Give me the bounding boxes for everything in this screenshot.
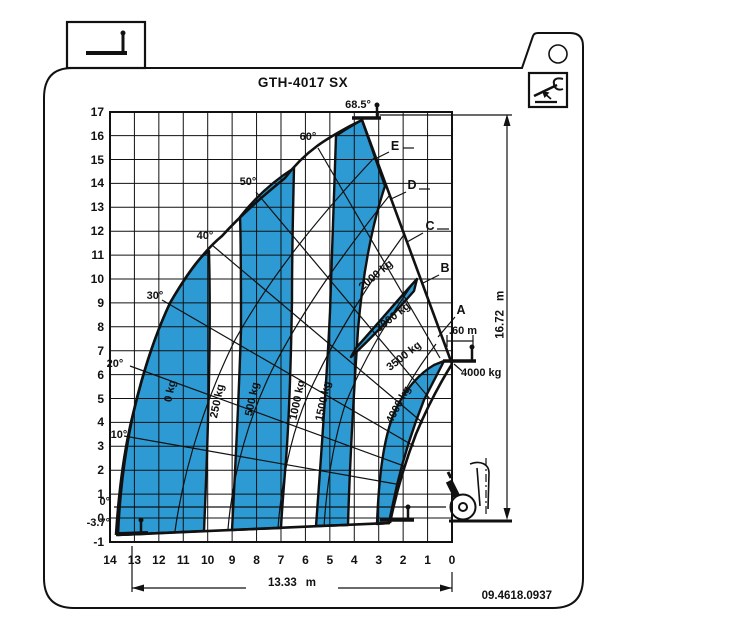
angle-label-0: 0° (99, 496, 110, 508)
pallet-fork-icon (65, 20, 147, 70)
height-dimension-value: 16.72 (494, 309, 507, 339)
angle-label-68-5: 68.5° (345, 99, 371, 111)
arc-C (277, 235, 404, 529)
angle-label-50: 50° (239, 176, 257, 188)
y-axis-label: 10 (90, 272, 104, 286)
extension-stage-arcs (174, 157, 437, 532)
x-axis-label: 12 (152, 553, 166, 567)
x-axis-label: 1 (424, 553, 431, 567)
dimension-arrows (132, 114, 511, 592)
reach-dimension: 13.33 m (246, 577, 338, 590)
x-axis-label: 11 (176, 553, 190, 567)
y-axis-label: 0 (97, 511, 104, 525)
y-axis-label: 14 (90, 176, 104, 191)
y-axis-label: 17 (90, 104, 104, 119)
stage-leaders (374, 147, 463, 372)
stage-letter-C: C (425, 219, 435, 233)
x-axis-label: 9 (228, 553, 236, 567)
arc-B (323, 277, 418, 528)
y-axis-label: 11 (91, 248, 104, 263)
angle-label-neg-3-7: -3.7° (86, 517, 110, 529)
reach-dimension-value: 13.33 (267, 577, 297, 589)
y-axis-label: 12 (90, 224, 104, 239)
y-axis-label: 8 (97, 319, 104, 334)
y-axis-label: 1 (97, 487, 104, 502)
x-axis-label: 2 (399, 553, 407, 567)
height-dimension: 16.72 m (494, 270, 507, 360)
fork-offset-dimension: .60 m (448, 325, 478, 337)
telehandler-front-icon (445, 458, 512, 523)
reach-dimension-unit: m (305, 577, 316, 589)
angle-label-10: 10° (110, 429, 128, 441)
x-axis-label: 3 (375, 553, 383, 567)
load-label-4000kg-point: 4000 kg (461, 367, 502, 379)
part-number: 09.4618.0937 (481, 590, 552, 602)
arc-D (227, 195, 390, 530)
angle-label-60: 60° (299, 131, 317, 143)
x-axis-label: 7 (277, 553, 285, 567)
y-axis-label: 9 (97, 295, 104, 310)
boom-service-icon (527, 71, 569, 109)
max-extension-boundary (114, 118, 363, 536)
y-axis-label: 15 (90, 152, 104, 167)
y-axis-label: 13 (90, 200, 104, 215)
fork-position-icons (118, 102, 476, 536)
y-axis-label: 4 (97, 415, 104, 430)
angle-label-20: 20° (106, 358, 124, 370)
height-dimension-unit: m (494, 290, 507, 301)
page-border (43, 32, 584, 609)
chart-title: GTH-4017 SX (257, 75, 349, 90)
stage-letter-D: D (407, 178, 417, 192)
y-axis-label: -1 (93, 534, 104, 549)
x-axis-label: 4 (350, 553, 358, 567)
x-axis-label: 6 (302, 553, 309, 567)
x-axis-label: 0 (448, 553, 456, 567)
stage-letter-B: B (440, 261, 450, 275)
y-axis-label: 2 (97, 463, 104, 478)
x-axis-label: 10 (201, 553, 215, 567)
x-axis-label: 5 (326, 553, 334, 567)
arc-E (174, 157, 375, 532)
x-axis-label: 14 (103, 553, 117, 567)
stage-letter-A: A (456, 303, 466, 317)
stage-letter-E: E (390, 139, 400, 153)
y-axis-label: 16 (90, 128, 104, 143)
boom-angle-lines (114, 147, 446, 508)
angle-label-30: 30° (146, 290, 164, 302)
y-axis-label: 7 (97, 343, 104, 358)
angle-label-40: 40° (196, 230, 214, 242)
arc-A (394, 343, 437, 414)
y-axis-label: 3 (97, 439, 104, 454)
min-angle-boundary (115, 521, 391, 537)
punch-hole-icon (548, 44, 568, 64)
x-axis-label: 13 (127, 553, 142, 567)
y-axis-label: 6 (97, 367, 104, 382)
retracted-boundary (388, 363, 454, 524)
x-axis-label: 8 (253, 553, 260, 567)
y-axis-label: 5 (97, 391, 104, 406)
